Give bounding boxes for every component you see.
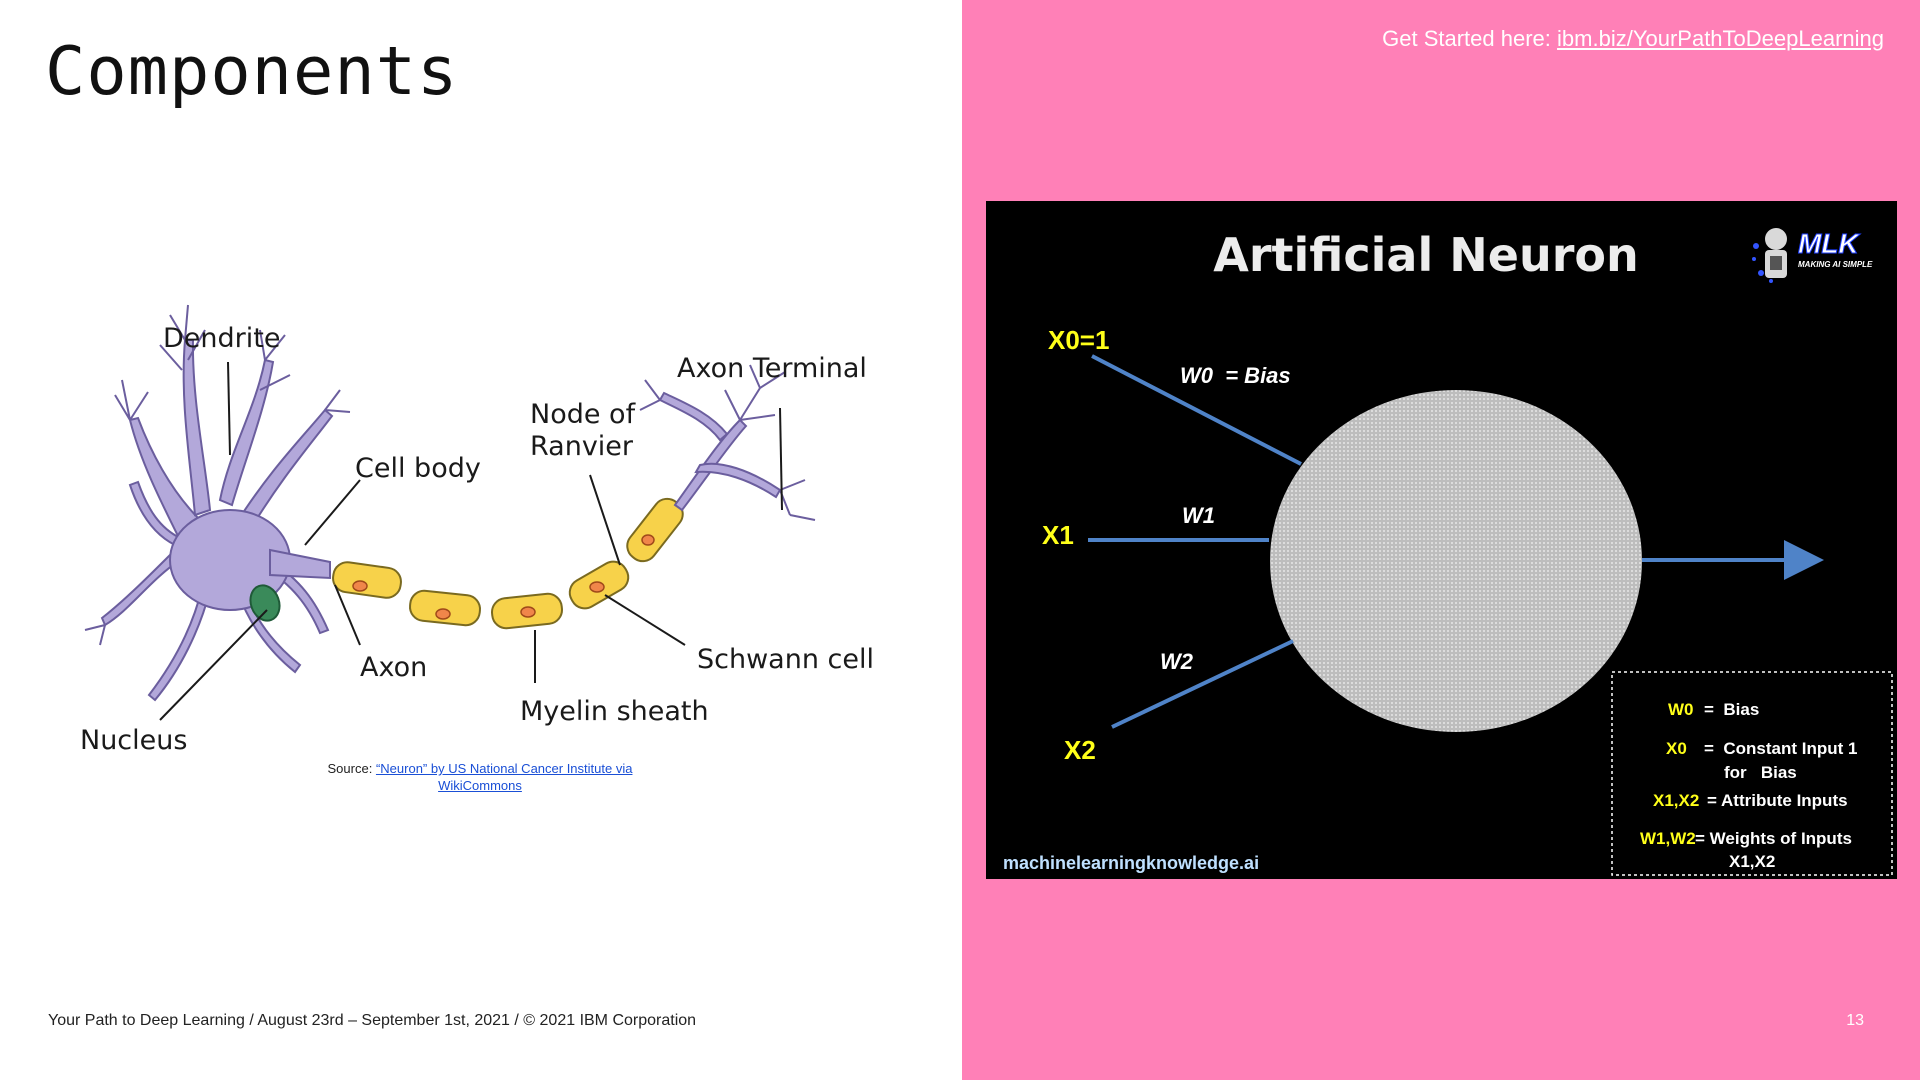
label-node-of-ranvier-2: Ranvier bbox=[530, 431, 634, 462]
neuron-node bbox=[1270, 390, 1642, 732]
artificial-neuron-figure: Artificial Neuron MLK MAKING AI SIMPLE X… bbox=[986, 201, 1897, 879]
neuron-labels: Dendrite Cell body Nucleus Axon Node of … bbox=[80, 323, 874, 756]
source-caption: Source: “Neuron” by US National Cancer I… bbox=[300, 760, 660, 794]
get-started-link[interactable]: ibm.biz/YourPathToDeepLearning bbox=[1557, 26, 1884, 51]
label-dendrite: Dendrite bbox=[163, 323, 280, 354]
source-link-line1: “Neuron” by US National Cancer Institute… bbox=[375, 761, 633, 776]
input-x0-label: X0=1 bbox=[1048, 325, 1109, 355]
input-x1-label: X1 bbox=[1042, 520, 1074, 550]
weight-w2-label: W2 bbox=[1160, 649, 1194, 674]
label-axon-terminal: Axon Terminal bbox=[677, 353, 867, 384]
legend-value-w1w2: = Weights of Inputs bbox=[1695, 829, 1852, 848]
source-link-line2: WikiCommons bbox=[438, 778, 522, 793]
legend-key-w0: W0 bbox=[1668, 700, 1694, 719]
legend-key-x0: X0 bbox=[1666, 739, 1687, 758]
legend-box bbox=[1611, 671, 1893, 876]
legend-value-x0-cont: for Bias bbox=[1724, 763, 1797, 782]
legend-value-w0: = Bias bbox=[1704, 700, 1759, 719]
robot-logo-icon bbox=[1765, 228, 1787, 250]
axon-terminal-branches bbox=[639, 364, 816, 521]
artificial-neuron-title: Artificial Neuron bbox=[1213, 228, 1638, 282]
label-axon: Axon bbox=[360, 652, 427, 683]
mlk-logo-tagline: MAKING AI SIMPLE bbox=[1798, 260, 1873, 269]
legend-key-w1w2: W1,W2 bbox=[1640, 829, 1696, 848]
get-started-banner: Get Started here: ibm.biz/YourPathToDeep… bbox=[1382, 26, 1884, 52]
schwann-nuclei bbox=[352, 534, 655, 620]
label-node-of-ranvier-1: Node of bbox=[530, 399, 637, 430]
footer-text: Your Path to Deep Learning / August 23rd… bbox=[48, 1012, 697, 1029]
left-panel bbox=[0, 0, 962, 1080]
legend-entries: W0 = Bias X0 = Constant Input 1 for Bias… bbox=[1640, 700, 1857, 871]
leader-lines bbox=[159, 361, 783, 721]
legend-value-w1w2-cont: X1,X2 bbox=[1729, 852, 1775, 871]
figure-credit: machinelearningknowledge.ai bbox=[1003, 853, 1259, 873]
input-x2-label: X2 bbox=[1064, 735, 1096, 765]
input-arrows bbox=[1088, 354, 1824, 729]
legend-value-x1x2: = Attribute Inputs bbox=[1707, 791, 1848, 810]
get-started-prefix: Get Started here: bbox=[1382, 26, 1551, 51]
label-myelin-sheath: Myelin sheath bbox=[520, 696, 709, 727]
label-cell-body: Cell body bbox=[355, 453, 481, 484]
page-number: 13 bbox=[1846, 1012, 1864, 1029]
legend-key-x1x2: X1,X2 bbox=[1653, 791, 1699, 810]
label-schwann-cell: Schwann cell bbox=[697, 644, 874, 675]
neuron-nucleus bbox=[249, 584, 281, 622]
weight-w0-label: W0 = Bias bbox=[1180, 363, 1291, 388]
myelin-sheath-segments bbox=[332, 497, 684, 630]
label-nucleus: Nucleus bbox=[80, 725, 187, 756]
source-prefix: Source: bbox=[327, 761, 373, 776]
source-link[interactable]: “Neuron” by US National Cancer Institute… bbox=[376, 761, 633, 793]
legend-value-x0: = Constant Input 1 bbox=[1704, 739, 1857, 758]
neuron-cell-body bbox=[84, 304, 351, 702]
weight-w1-label: W1 bbox=[1182, 503, 1215, 528]
artificial-neuron-svg: Artificial Neuron MLK MAKING AI SIMPLE X… bbox=[1003, 228, 1893, 876]
mlk-logo-text: MLK bbox=[1798, 228, 1860, 259]
mlk-logo: MLK MAKING AI SIMPLE bbox=[1752, 228, 1873, 283]
slide-title: Components bbox=[45, 32, 459, 110]
biological-neuron-diagram: Dendrite Cell body Nucleus Axon Node of … bbox=[80, 304, 874, 756]
